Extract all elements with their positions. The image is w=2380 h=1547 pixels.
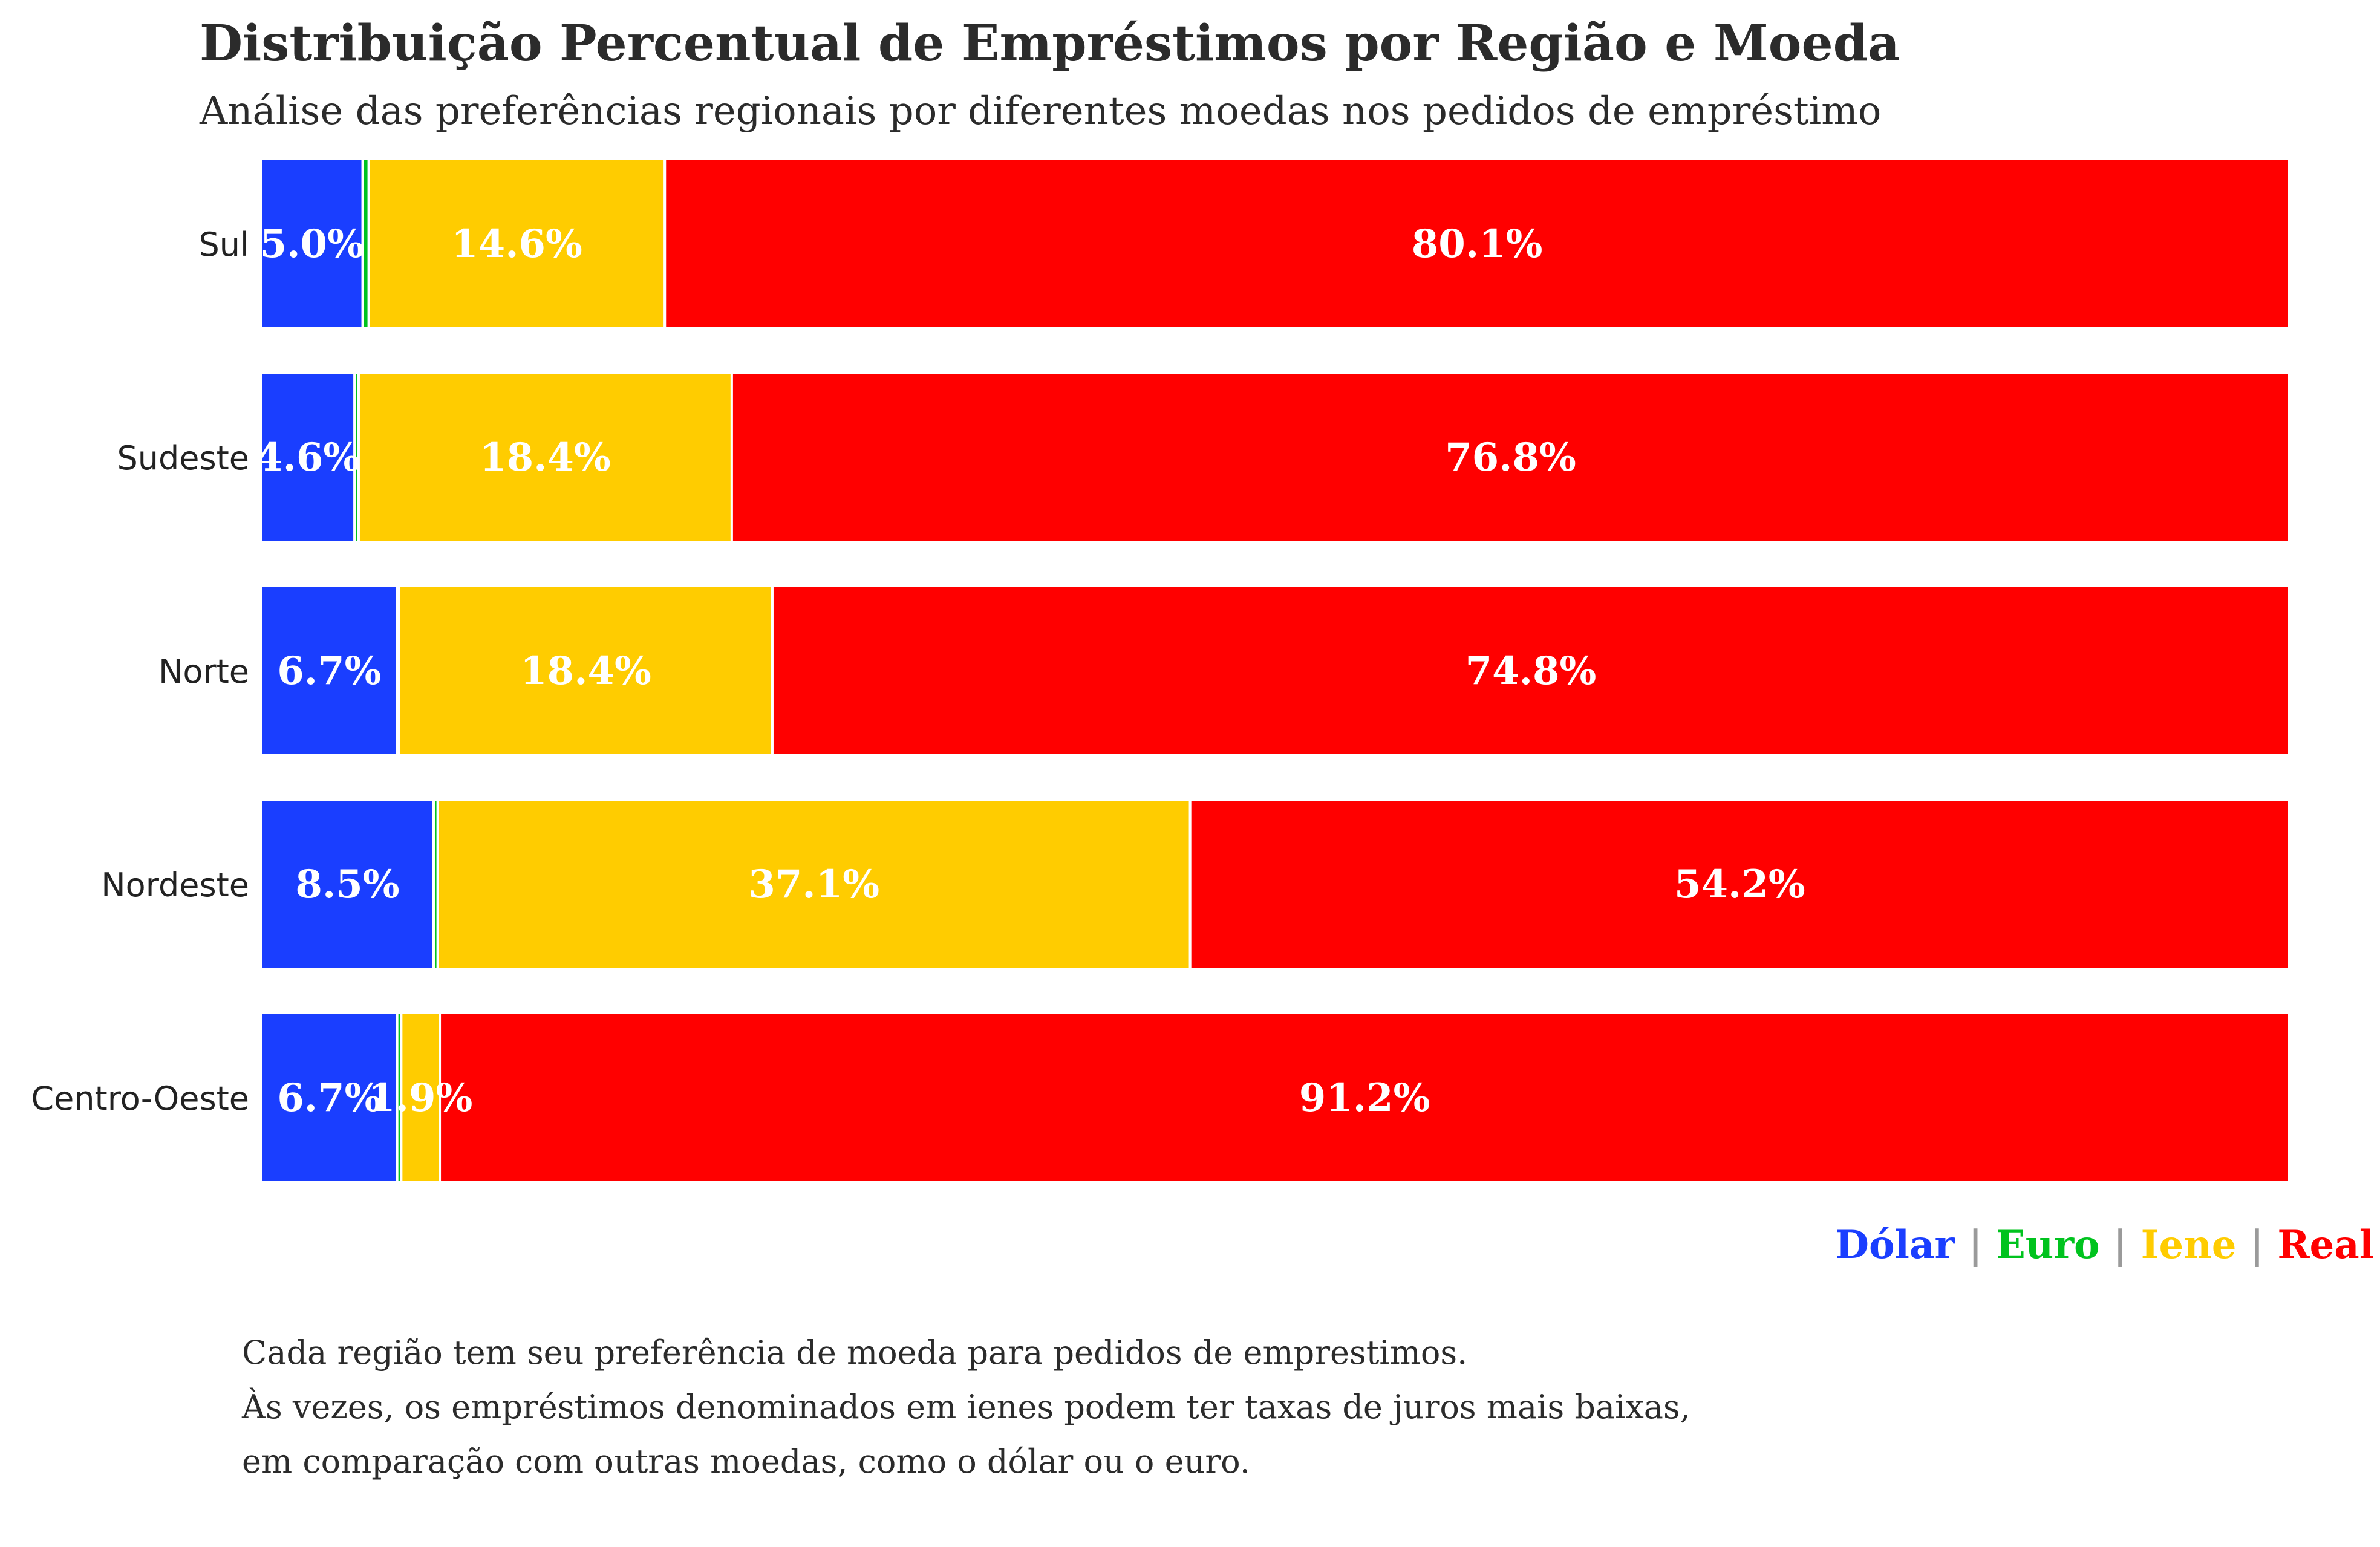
footnote-line: Cada região tem seu preferência de moeda… xyxy=(242,1334,1467,1372)
bar-segment-real-nordeste xyxy=(1188,798,2290,970)
legend-text: Dólar | Euro | Iene | Real xyxy=(1835,1222,2374,1268)
bar-value-label: 54.2% xyxy=(1674,862,1805,907)
bar-labels: 5.0% 14.6% 80.1% 4.6% 18.4% 76.8% 6.7% 18.4% 74.… xyxy=(256,221,1805,1121)
bar-value-label: 18.4% xyxy=(520,648,651,694)
bar-value-label: 6.7% xyxy=(277,648,381,694)
chart-subtitle: Análise das preferências regionais por d… xyxy=(199,89,1881,134)
legend-separator: | xyxy=(1955,1222,1996,1268)
legend-item-dólar: Dólar xyxy=(1835,1222,1955,1268)
bar-value-label: 8.5% xyxy=(295,862,399,907)
bar-segment-dólar-centro-oeste xyxy=(260,1012,399,1184)
y-tick-label: Norte xyxy=(158,653,249,691)
legend-separator: | xyxy=(2236,1222,2277,1268)
bar-value-label: 37.1% xyxy=(748,862,879,907)
y-tick-label: Sudeste xyxy=(117,439,249,477)
bar-segment-real-sudeste xyxy=(730,371,2290,543)
bars-group xyxy=(260,158,2291,1184)
bar-segment-real-sul xyxy=(663,158,2290,330)
bar-value-label: 74.8% xyxy=(1465,648,1597,694)
y-tick-label: Nordeste xyxy=(101,866,249,904)
legend-item-iene: Iene xyxy=(2141,1222,2237,1268)
legend: Dólar | Euro | Iene | Real xyxy=(1835,1222,2374,1268)
bar-value-label: 91.2% xyxy=(1299,1075,1430,1121)
bar-value-label: 18.4% xyxy=(480,435,611,480)
footnote-line: Às vezes, os empréstimos denominados em … xyxy=(241,1387,1690,1426)
bar-value-label: 76.8% xyxy=(1445,435,1576,480)
footnote-line: em comparação com outras moedas, como o … xyxy=(242,1442,1250,1480)
bar-segment-iene-sudeste xyxy=(357,371,733,543)
bar-value-label: 1.9% xyxy=(368,1075,472,1121)
bar-value-label: 80.1% xyxy=(1412,221,1543,267)
y-axis-labels: Sul Sudeste Norte Nordeste Centro-Oeste xyxy=(31,226,249,1118)
bar-segment-real-centro-oeste xyxy=(439,1012,2291,1184)
footnote: Cada região tem seu preferência de moeda… xyxy=(241,1334,1690,1480)
legend-separator: | xyxy=(2100,1222,2141,1268)
bar-value-label: 4.6% xyxy=(256,435,360,480)
legend-item-real: Real xyxy=(2277,1222,2374,1268)
chart-title: Distribuição Percentual de Empréstimos p… xyxy=(200,15,1900,73)
bar-value-label: 14.6% xyxy=(451,221,582,267)
y-tick-label: Centro-Oeste xyxy=(31,1080,249,1118)
bar-segment-dólar-norte xyxy=(260,585,399,757)
bar-value-label: 6.7% xyxy=(277,1075,381,1121)
bar-segment-real-norte xyxy=(771,585,2290,757)
bar-segment-iene-sul xyxy=(367,158,667,330)
y-tick-label: Sul xyxy=(198,226,249,264)
bar-segment-iene-nordeste xyxy=(436,798,1192,970)
bar-segment-dólar-sul xyxy=(260,158,364,330)
legend-item-euro: Euro xyxy=(1996,1222,2100,1268)
bar-value-label: 5.0% xyxy=(260,221,364,267)
